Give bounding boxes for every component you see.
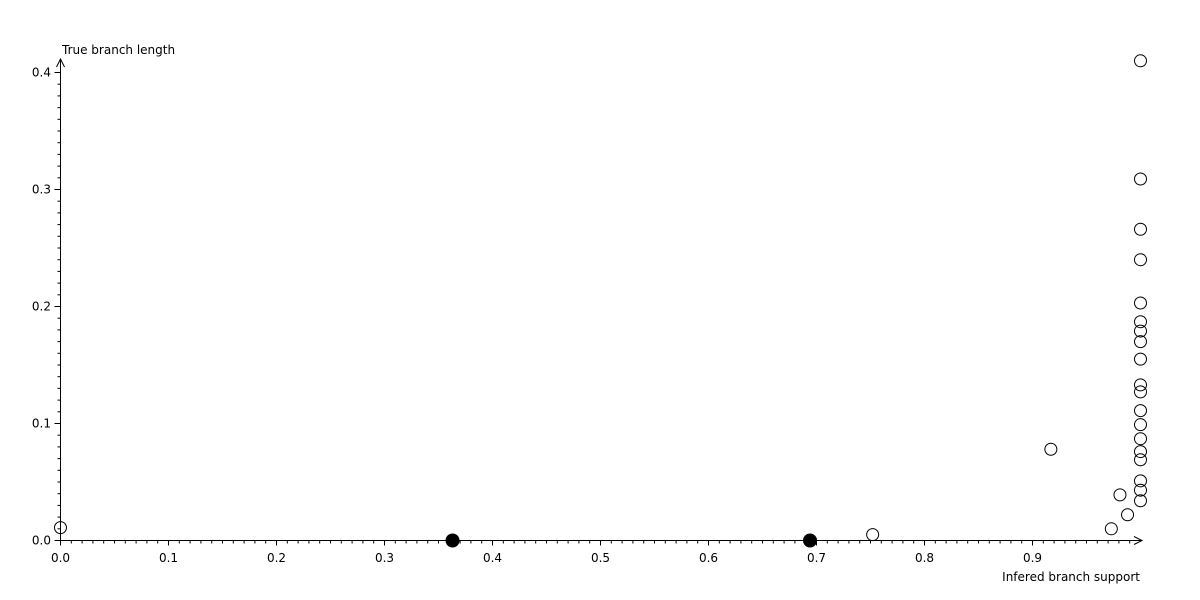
x-tick-label: 0.7	[807, 551, 826, 565]
data-point-open-circle	[1134, 474, 1147, 488]
data-point-filled-circle	[445, 533, 460, 548]
y-tick-label: 0.4	[32, 66, 51, 80]
data-point-open-circle	[1134, 296, 1147, 310]
data-point-open-circle	[1134, 352, 1147, 366]
data-point-open-circle	[1134, 335, 1147, 349]
data-point-open-circle	[1121, 508, 1135, 522]
data-point-open-circle	[1134, 418, 1147, 432]
x-tick-label: 0.2	[267, 551, 286, 565]
y-tick-label: 0.3	[32, 183, 51, 197]
x-tick-label: 0.0	[51, 551, 70, 565]
x-tick-label: 0.9	[1023, 551, 1042, 565]
x-tick-label: 0.3	[375, 551, 394, 565]
data-point-open-circle	[1134, 385, 1147, 399]
data-point-open-circle	[1134, 222, 1147, 236]
data-point-open-circle	[1134, 483, 1147, 497]
x-tick-label: 0.8	[915, 551, 934, 565]
data-point-open-circle	[1044, 442, 1058, 456]
x-axis-title: Infered branch support	[1002, 570, 1140, 584]
y-tick-label: 0.1	[32, 417, 51, 431]
y-tick-label: 0.2	[32, 300, 51, 314]
data-point-open-circle	[1104, 522, 1118, 536]
tick-labels-group: 0.0 0.1 0.2 0.3 0.4 0.5 0.6 0.7 0.8 0.9 0.0 0.1 0.2 0…	[32, 66, 1042, 566]
data-point-filled-circle	[803, 533, 818, 548]
y-axis-arrowhead-icon	[56, 57, 65, 68]
data-point-open-circle	[1134, 315, 1147, 329]
y-tick-label: 0.0	[32, 534, 51, 548]
data-point-open-circle	[1134, 378, 1147, 392]
data-point-open-circle	[54, 521, 67, 535]
data-point-open-circle	[1134, 494, 1147, 508]
x-axis-arrowhead-icon	[1133, 536, 1144, 545]
y-axis-title: True branch length	[61, 43, 175, 57]
data-point-open-circle	[1134, 324, 1147, 338]
axes-group	[56, 57, 1144, 545]
data-point-open-circle	[1113, 488, 1127, 502]
data-point-open-circle	[1134, 54, 1147, 68]
data-point-open-circle	[1134, 445, 1147, 459]
x-tick-label: 0.5	[591, 551, 610, 565]
data-point-open-circle	[1134, 404, 1147, 418]
x-tick-label: 0.1	[159, 551, 178, 565]
x-tick-label: 0.6	[699, 551, 718, 565]
data-point-open-circle	[866, 528, 880, 542]
x-tick-label: 0.4	[483, 551, 502, 565]
data-points-group	[54, 54, 1147, 548]
data-point-open-circle	[1134, 453, 1147, 467]
ticks-group	[54, 72, 1131, 546]
data-point-open-circle	[1134, 432, 1147, 446]
data-point-open-circle	[1134, 172, 1147, 186]
data-point-open-circle	[1134, 253, 1147, 267]
